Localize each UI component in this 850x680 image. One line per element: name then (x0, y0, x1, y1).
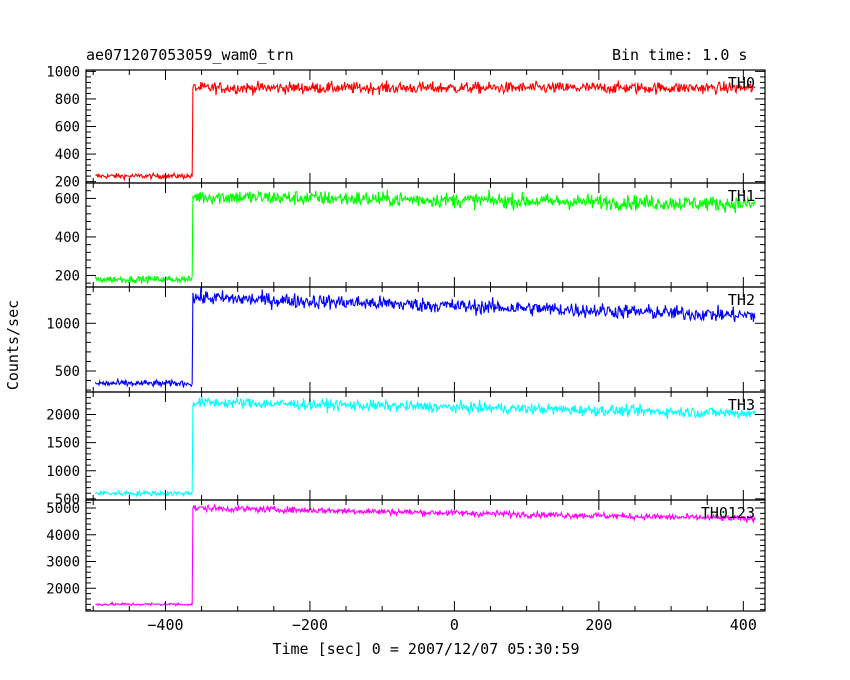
y-tick-label: 2000 (46, 408, 80, 424)
y-tick-label: 1000 (46, 464, 80, 480)
series-label-th3: TH3 (728, 396, 755, 414)
series-line-th0123 (95, 503, 756, 607)
series-label-th0: TH0 (728, 74, 755, 92)
y-tick-label: 600 (55, 120, 80, 136)
x-tick-label: 200 (585, 616, 612, 634)
x-tick-label: −200 (292, 616, 328, 634)
series-line-th3 (94, 396, 756, 498)
panel-frame (85, 286, 766, 393)
bin-time-label: Bin time: 1.0 s (612, 46, 748, 64)
y-tick-label: 400 (55, 230, 80, 246)
panel-frame (85, 499, 766, 612)
y-tick-label: 500 (55, 364, 80, 380)
y-tick-label: 200 (55, 268, 80, 284)
y-tick-label: 3000 (46, 555, 80, 571)
series-line-th1 (94, 189, 756, 285)
series-label-th0123: TH0123 (701, 504, 755, 522)
y-tick-label: 1000 (46, 316, 80, 332)
y-tick-label: 1500 (46, 436, 80, 452)
y-tick-label: 2000 (46, 581, 80, 597)
y-tick-label: 400 (55, 147, 80, 163)
series-line-th0 (95, 80, 756, 182)
series-label-th1: TH1 (728, 187, 755, 205)
y-tick-label: 5000 (46, 501, 80, 517)
y-tick-label: 600 (55, 191, 80, 207)
y-axis-label: Counts/sec (4, 300, 22, 390)
x-tick-label: 0 (450, 616, 459, 634)
y-tick-label: 500 (55, 492, 80, 508)
y-tick-label: 4000 (46, 528, 80, 544)
x-tick-label: −400 (147, 616, 183, 634)
series-line-th2 (94, 287, 756, 389)
y-tick-label: 200 (55, 175, 80, 191)
y-tick-label: 1000 (46, 64, 80, 80)
y-tick-label: 800 (55, 92, 80, 108)
panels-group: 200 400 600 800 1000 TH0 200 400 600 TH1 500 1000 TH… (46, 64, 766, 634)
panel-frame (85, 182, 766, 288)
chart-title: ae071207053059_wam0_trn (86, 46, 294, 64)
x-axis-label: Time [sec] 0 = 2007/12/07 05:30:59 (272, 640, 579, 658)
series-label-th2: TH2 (728, 291, 755, 309)
x-tick-label: 400 (730, 616, 757, 634)
